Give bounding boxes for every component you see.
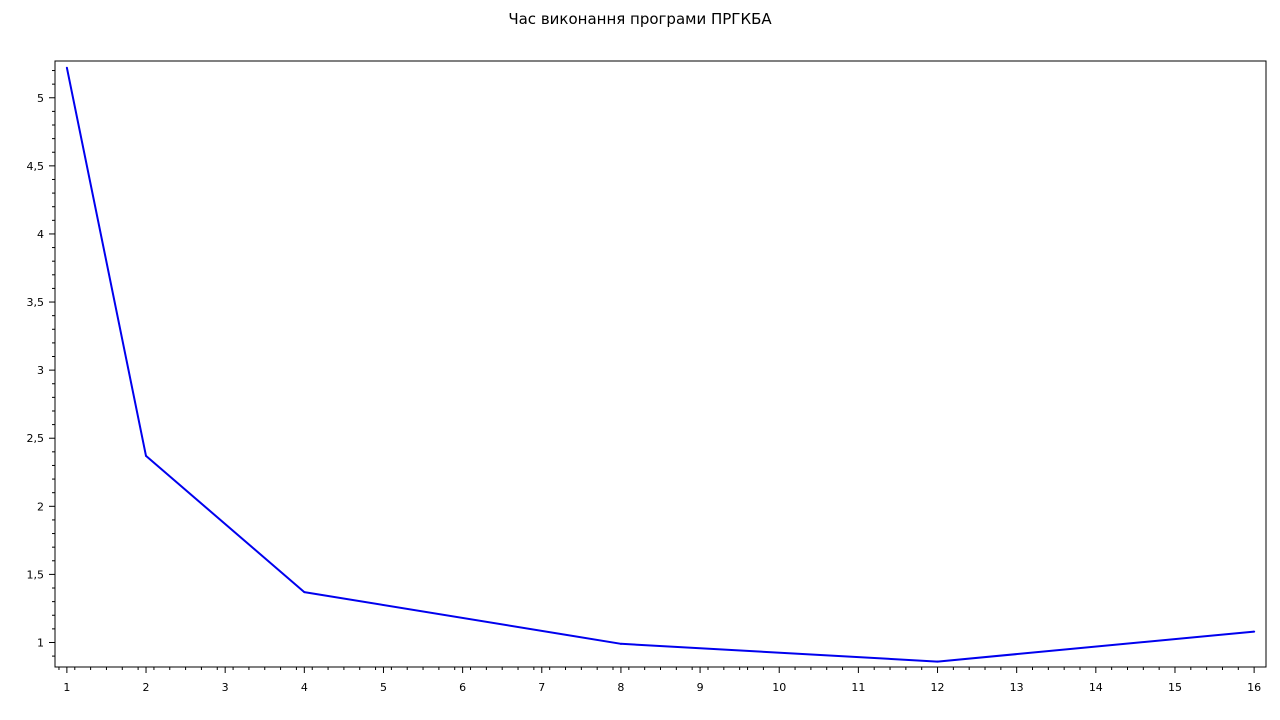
x-tick-label: 10 — [772, 681, 786, 694]
x-tick-label: 5 — [380, 681, 387, 694]
y-tick-label: 1 — [37, 636, 44, 649]
x-tick-label: 3 — [222, 681, 229, 694]
x-tick-label: 8 — [617, 681, 624, 694]
data-point — [1253, 630, 1256, 633]
chart-title: Час виконання програми ПРГКБА — [508, 10, 772, 28]
series-layer — [65, 66, 1256, 663]
plot-area-frame — [54, 60, 1267, 668]
y-tick-label: 5 — [37, 92, 44, 105]
x-tick-label: 16 — [1247, 681, 1261, 694]
x-tick-label: 1 — [63, 681, 70, 694]
y-tick-label: 4,5 — [27, 160, 45, 173]
x-tick-label: 7 — [538, 681, 545, 694]
x-tick-label: 12 — [931, 681, 945, 694]
x-tick-label: 2 — [143, 681, 150, 694]
x-tick-label: 9 — [697, 681, 704, 694]
axis-ticks — [49, 70, 1255, 673]
x-tick-label: 14 — [1089, 681, 1103, 694]
y-tick-label: 3 — [37, 364, 44, 377]
series-line — [65, 67, 1255, 663]
y-tick-label: 2 — [37, 500, 44, 513]
y-tick-label: 4 — [37, 228, 44, 241]
y-tick-label: 1,5 — [27, 568, 45, 581]
x-tick-label: 11 — [851, 681, 865, 694]
x-tick-label: 13 — [1010, 681, 1024, 694]
x-tick-label: 6 — [459, 681, 466, 694]
data-point — [145, 454, 148, 457]
data-point — [936, 660, 939, 663]
y-tick-label: 2,5 — [27, 432, 45, 445]
data-point — [65, 66, 68, 69]
y-tick-label: 3,5 — [27, 296, 45, 309]
data-point — [619, 642, 622, 645]
x-tick-label: 15 — [1168, 681, 1182, 694]
x-tick-label: 4 — [301, 681, 308, 694]
data-point — [303, 591, 306, 594]
